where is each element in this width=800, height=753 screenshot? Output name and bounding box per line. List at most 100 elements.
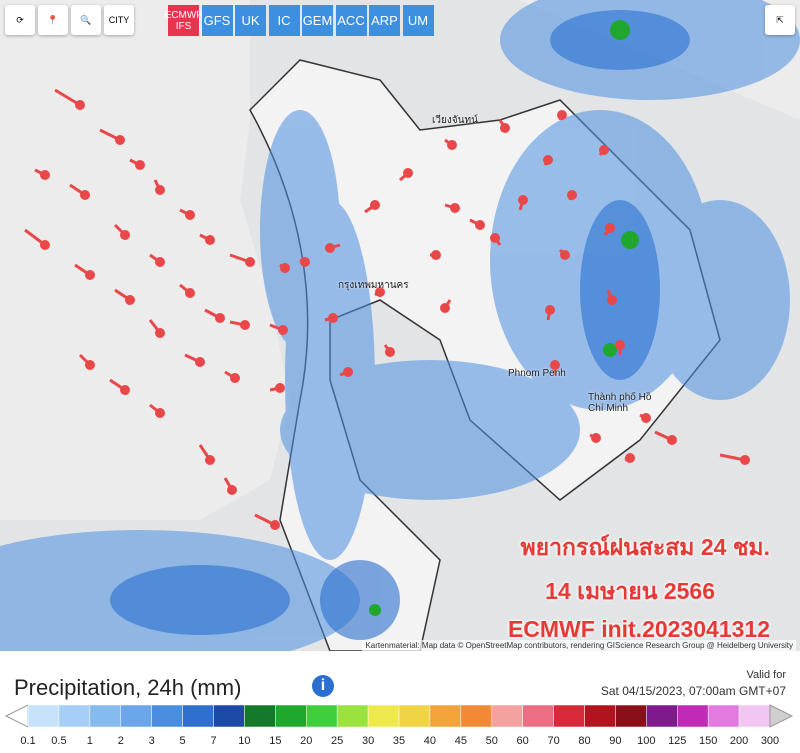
colorbar-label: 150 — [699, 735, 717, 747]
colorbar-label: 5 — [180, 735, 186, 747]
colorbar-label: 10 — [238, 735, 250, 747]
place-label: เวียงจันทน์ — [432, 115, 478, 126]
colorbar-label: 50 — [486, 735, 498, 747]
wind-arrowhead — [607, 295, 617, 305]
wind-arrowhead — [240, 320, 250, 330]
colorbar-end — [4, 704, 29, 728]
model-button[interactable]: GFS — [201, 5, 233, 36]
colorbar-label: 3 — [149, 735, 155, 747]
wind-arrowhead — [80, 190, 90, 200]
wind-arrowhead — [195, 357, 205, 367]
wind-arrowhead — [475, 220, 485, 230]
color-swatch — [151, 704, 183, 728]
wind-arrowhead — [155, 185, 165, 195]
wind-arrowhead — [185, 288, 195, 298]
wind-arrowhead — [447, 140, 457, 150]
colorbar-label: 125 — [668, 735, 686, 747]
color-swatch — [460, 704, 493, 728]
wind-arrowhead — [215, 313, 225, 323]
model-button[interactable]: UK — [235, 5, 266, 36]
wind-arrowhead — [375, 287, 385, 297]
refresh-button[interactable]: ⟳ — [5, 5, 35, 35]
wind-arrowhead — [740, 455, 750, 465]
model-button[interactable]: IC — [268, 5, 300, 36]
wind-arrowhead — [543, 155, 553, 165]
wind-arrowhead — [120, 385, 130, 395]
wind-arrowhead — [615, 340, 625, 350]
colorbar-label: 2 — [118, 735, 124, 747]
wind-arrowhead — [667, 435, 677, 445]
locate-button[interactable]: 📍 — [38, 5, 68, 35]
colorbar-label: 30 — [362, 735, 374, 747]
wind-arrowhead — [230, 373, 240, 383]
wind-arrowhead — [325, 243, 335, 253]
wind-arrowhead — [518, 195, 528, 205]
wind-arrowhead — [227, 485, 237, 495]
colorbar-label: 0.5 — [51, 735, 66, 747]
model-button[interactable]: UM — [402, 5, 434, 36]
colorbar-label: 90 — [609, 735, 621, 747]
valid-label: Valid for — [746, 669, 786, 681]
colorbar: 0.1 0.5 1 2 3 5 7 10 15 20 25 30 35 40 45 50 60 70 80 90 100… — [4, 704, 794, 747]
place-label: กรุงเทพมหานคร — [338, 280, 409, 291]
wind-arrowhead — [125, 295, 135, 305]
colorbar-label: 15 — [269, 735, 281, 747]
model-button[interactable]: ACC — [335, 5, 367, 36]
overlay-title: พยากรณ์ฝนสะสม 24 ชม. — [520, 534, 771, 560]
wind-arrowhead — [115, 135, 125, 145]
color-swatch — [120, 704, 152, 728]
colorbar-label: 1 — [87, 735, 93, 747]
valid-time: Sat 04/15/2023, 07:00am GMT+07 — [600, 684, 786, 698]
colorbar-label: 0.1 — [20, 735, 35, 747]
info-icon[interactable]: i — [312, 675, 334, 697]
wind-arrowhead — [205, 455, 215, 465]
wind-arrowhead — [270, 520, 280, 530]
wind-arrowhead — [625, 453, 635, 463]
color-swatch — [429, 704, 462, 728]
share-button[interactable]: ⇱ — [765, 5, 795, 35]
city-toggle[interactable]: CITY — [104, 5, 134, 35]
model-button[interactable]: GEM — [302, 5, 333, 36]
overlay-model: ECMWF init.2023041312 — [507, 616, 770, 642]
model-button[interactable]: ARP — [369, 5, 400, 36]
color-swatch — [398, 704, 431, 728]
legend: Precipitation, 24h (mm) i Valid for Sat … — [0, 651, 800, 753]
wind-arrowhead — [185, 210, 195, 220]
zoom-out-button[interactable]: 🔍 — [71, 5, 101, 35]
color-swatch — [213, 704, 245, 728]
wind-arrowhead — [40, 170, 50, 180]
colorbar-label: 80 — [578, 735, 590, 747]
wind-arrowhead — [245, 257, 255, 267]
wind-arrowhead — [431, 250, 441, 260]
colorbar-label: 45 — [455, 735, 467, 747]
colorbar-label: 25 — [331, 735, 343, 747]
colorbar-label: 300 — [761, 735, 779, 747]
colorbar-end — [769, 704, 794, 728]
wind-arrowhead — [545, 305, 555, 315]
map[interactable]: ⟳ 📍 🔍 CITY ECMWF IFS GFS UK IC GEM ACC ARP UM ⇱… — [0, 0, 800, 651]
wind-arrowhead — [205, 235, 215, 245]
color-swatch — [738, 704, 771, 728]
wind-arrowhead — [120, 230, 130, 240]
color-swatch — [58, 704, 91, 728]
color-swatch — [522, 704, 554, 728]
color-swatch — [553, 704, 585, 728]
wind-arrowhead — [85, 360, 95, 370]
colorbar-label: 60 — [517, 735, 529, 747]
map-drawing — [0, 0, 800, 651]
colorbar-label: 40 — [424, 735, 436, 747]
wind-arrowhead — [605, 223, 615, 233]
model-button[interactable]: ECMWF IFS — [165, 5, 202, 36]
wind-arrowhead — [591, 433, 601, 443]
legend-title: Precipitation, 24h (mm) — [14, 675, 242, 700]
wind-arrowhead — [385, 347, 395, 357]
color-swatch — [89, 704, 122, 728]
attribution: Kartenmaterial: Map data © OpenStreetMap… — [362, 640, 796, 651]
place-label: Phnom Penh — [508, 368, 566, 379]
wind-arrowhead — [155, 408, 165, 418]
color-swatch — [275, 704, 307, 728]
colorbar-label: 70 — [547, 735, 559, 747]
color-swatch — [27, 704, 60, 728]
wind-arrowhead — [557, 110, 567, 120]
